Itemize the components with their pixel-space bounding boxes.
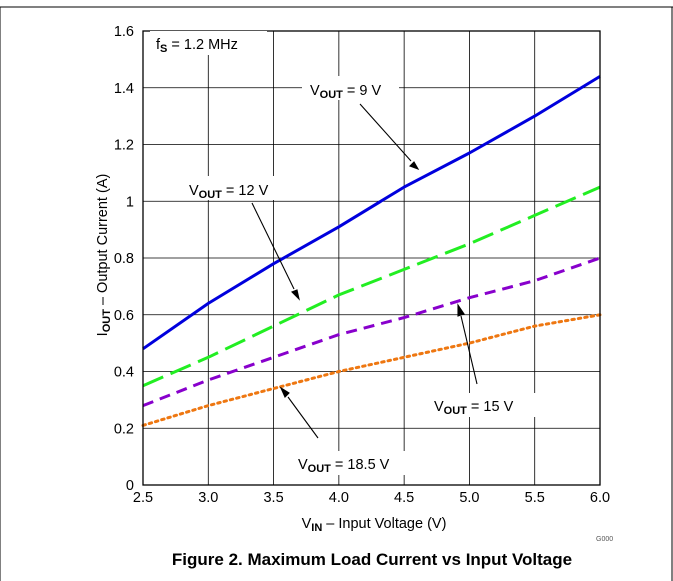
- series-label-15v: VOUT = 15 V: [434, 399, 514, 417]
- arrow-12v: [251, 202, 295, 290]
- arrow-9v: [359, 103, 412, 162]
- series-line-12v: [142, 185, 601, 388]
- y-tick-label: 0: [126, 478, 134, 494]
- arrowhead-185v: [279, 386, 290, 398]
- y-tick-label: 1.2: [114, 138, 134, 154]
- label-bg-185v: [290, 451, 414, 475]
- series-label-12v: VOUT = 12 V: [189, 183, 269, 201]
- x-tick-label: 5.5: [525, 490, 545, 506]
- y-tick-label: 1.6: [114, 24, 134, 40]
- x-tick-label: 3.0: [198, 490, 218, 506]
- arrowhead-15v: [457, 303, 465, 317]
- y-tick-label: 1: [126, 194, 134, 210]
- arrowhead-12v: [291, 289, 300, 301]
- series-line-185v: [141, 313, 602, 427]
- series-line-15v: [142, 256, 601, 407]
- tick-labels: 2.5 3.0 3.5 4.0 4.5 5.0 5.5 6.0 0 0.2 0.4 0.6 0.8 1 1.…: [114, 24, 610, 506]
- label-bg-12v: [181, 176, 299, 200]
- x-tick-label: 4.0: [329, 490, 349, 506]
- series-label-185v: VOUT = 18.5 V: [298, 457, 390, 475]
- figure-code: G000: [596, 536, 613, 543]
- y-tick-label: 0.2: [114, 421, 134, 437]
- x-tick-label: 5.0: [459, 490, 479, 506]
- arrow-185v: [287, 396, 319, 439]
- condition-label: fS = 1.2 MHz: [156, 37, 238, 55]
- label-bg-9v: [302, 76, 399, 100]
- y-axis-title: IOUT – Output Current (A): [95, 174, 113, 337]
- x-tick-label: 6.0: [590, 490, 610, 506]
- figure-caption: Figure 2. Maximum Load Current vs Input …: [172, 550, 572, 569]
- x-tick-label: 2.5: [133, 490, 153, 506]
- y-tick-label: 0.6: [114, 308, 134, 324]
- series-label-9v: VOUT = 9 V: [310, 83, 382, 101]
- label-bg-15v: [427, 393, 539, 417]
- arrow-15v: [460, 315, 478, 385]
- line-chart: 2.5 3.0 3.5 4.0 4.5 5.0 5.5 6.0 0 0.2 0.4 0.6 0.8 1 1.…: [95, 24, 613, 569]
- arrowhead-9v: [409, 161, 420, 171]
- y-tick-label: 0.8: [114, 251, 134, 267]
- x-axis-title: VIN – Input Voltage (V): [302, 516, 447, 534]
- y-tick-label: 0.4: [114, 365, 134, 381]
- y-tick-label: 1.4: [114, 81, 134, 97]
- series-line-9v: [142, 75, 601, 351]
- annotation-arrows: [251, 103, 478, 439]
- condition-bg: [150, 31, 267, 55]
- series-lines: [141, 75, 602, 427]
- x-tick-label: 3.5: [263, 490, 283, 506]
- x-tick-label: 4.5: [394, 490, 414, 506]
- plot-area-frame: [142, 30, 601, 486]
